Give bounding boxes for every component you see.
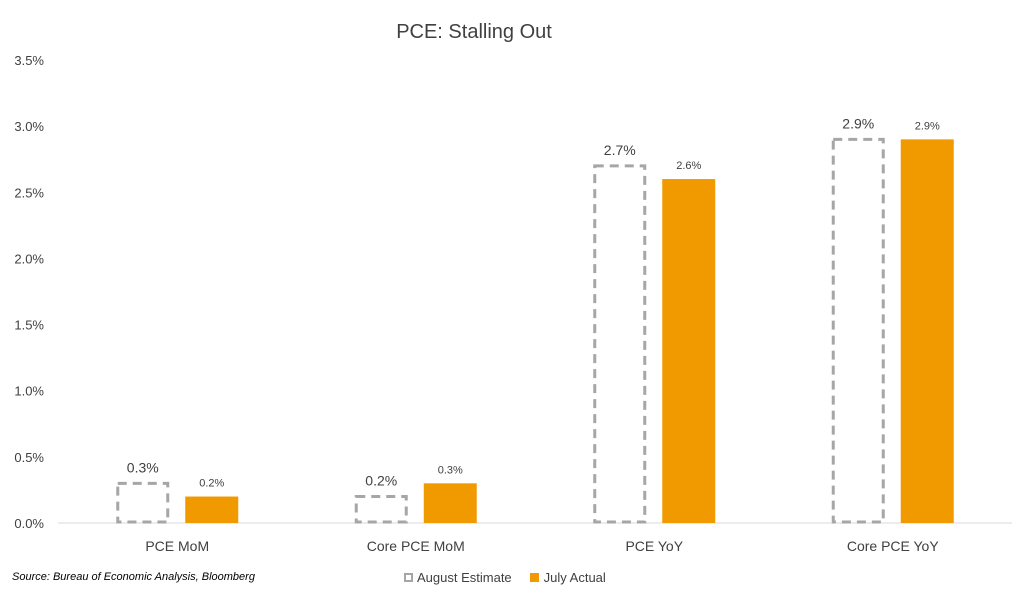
y-tick-label: 2.0% — [14, 251, 44, 266]
bar-estimate — [354, 495, 408, 524]
bar-estimate — [593, 164, 647, 524]
x-axis: PCE MoM Core PCE MoM PCE YoY Core PCE YoY — [145, 538, 939, 554]
data-label-estimate: 0.2% — [365, 473, 397, 489]
legend-swatch-estimate — [404, 573, 413, 582]
data-label-actual: 2.9% — [915, 120, 940, 132]
bar-actual — [185, 496, 239, 523]
bars: 0.3% 0.2% 0.2% 0.3% 2.7% 2.6% 2.9% 2.9% — [116, 115, 954, 524]
y-tick-label: 2.5% — [14, 185, 44, 200]
data-label-estimate: 2.9% — [842, 115, 874, 131]
y-tick-label: 3.5% — [14, 53, 44, 68]
legend-swatch-actual — [529, 573, 539, 582]
y-tick-label: 1.5% — [14, 318, 44, 333]
legend-item-actual: July Actual — [529, 570, 606, 585]
bar-actual — [900, 139, 954, 523]
y-tick-label: 3.0% — [14, 119, 44, 134]
bar-estimate — [831, 137, 885, 524]
data-label-actual: 0.3% — [438, 464, 463, 476]
y-tick-label: 0.5% — [14, 450, 44, 465]
chart-title: PCE: Stalling Out — [396, 21, 552, 43]
legend-label-actual: July Actual — [543, 570, 606, 585]
source-note: Source: Bureau of Economic Analysis, Blo… — [12, 571, 255, 583]
y-axis: 0.0% 0.5% 1.0% 1.5% 2.0% 2.5% 3.0% 3.5% — [14, 53, 44, 531]
bar-actual — [662, 179, 716, 524]
category-label: PCE YoY — [625, 538, 683, 554]
y-tick-label: 0.0% — [14, 516, 44, 531]
legend: August Estimate July Actual — [404, 570, 624, 585]
category-label: Core PCE MoM — [367, 538, 465, 554]
data-label-estimate: 2.7% — [604, 142, 636, 158]
y-tick-label: 1.0% — [14, 384, 44, 399]
data-label-actual: 0.2% — [199, 478, 224, 490]
data-label-actual: 2.6% — [676, 160, 701, 172]
legend-item-estimate: August Estimate — [404, 570, 512, 585]
category-label: Core PCE YoY — [847, 538, 939, 554]
category-label: PCE MoM — [145, 538, 209, 554]
bar-estimate — [116, 481, 170, 524]
data-label-estimate: 0.3% — [127, 459, 159, 475]
bar-actual — [423, 483, 477, 523]
legend-label-estimate: August Estimate — [417, 570, 512, 585]
